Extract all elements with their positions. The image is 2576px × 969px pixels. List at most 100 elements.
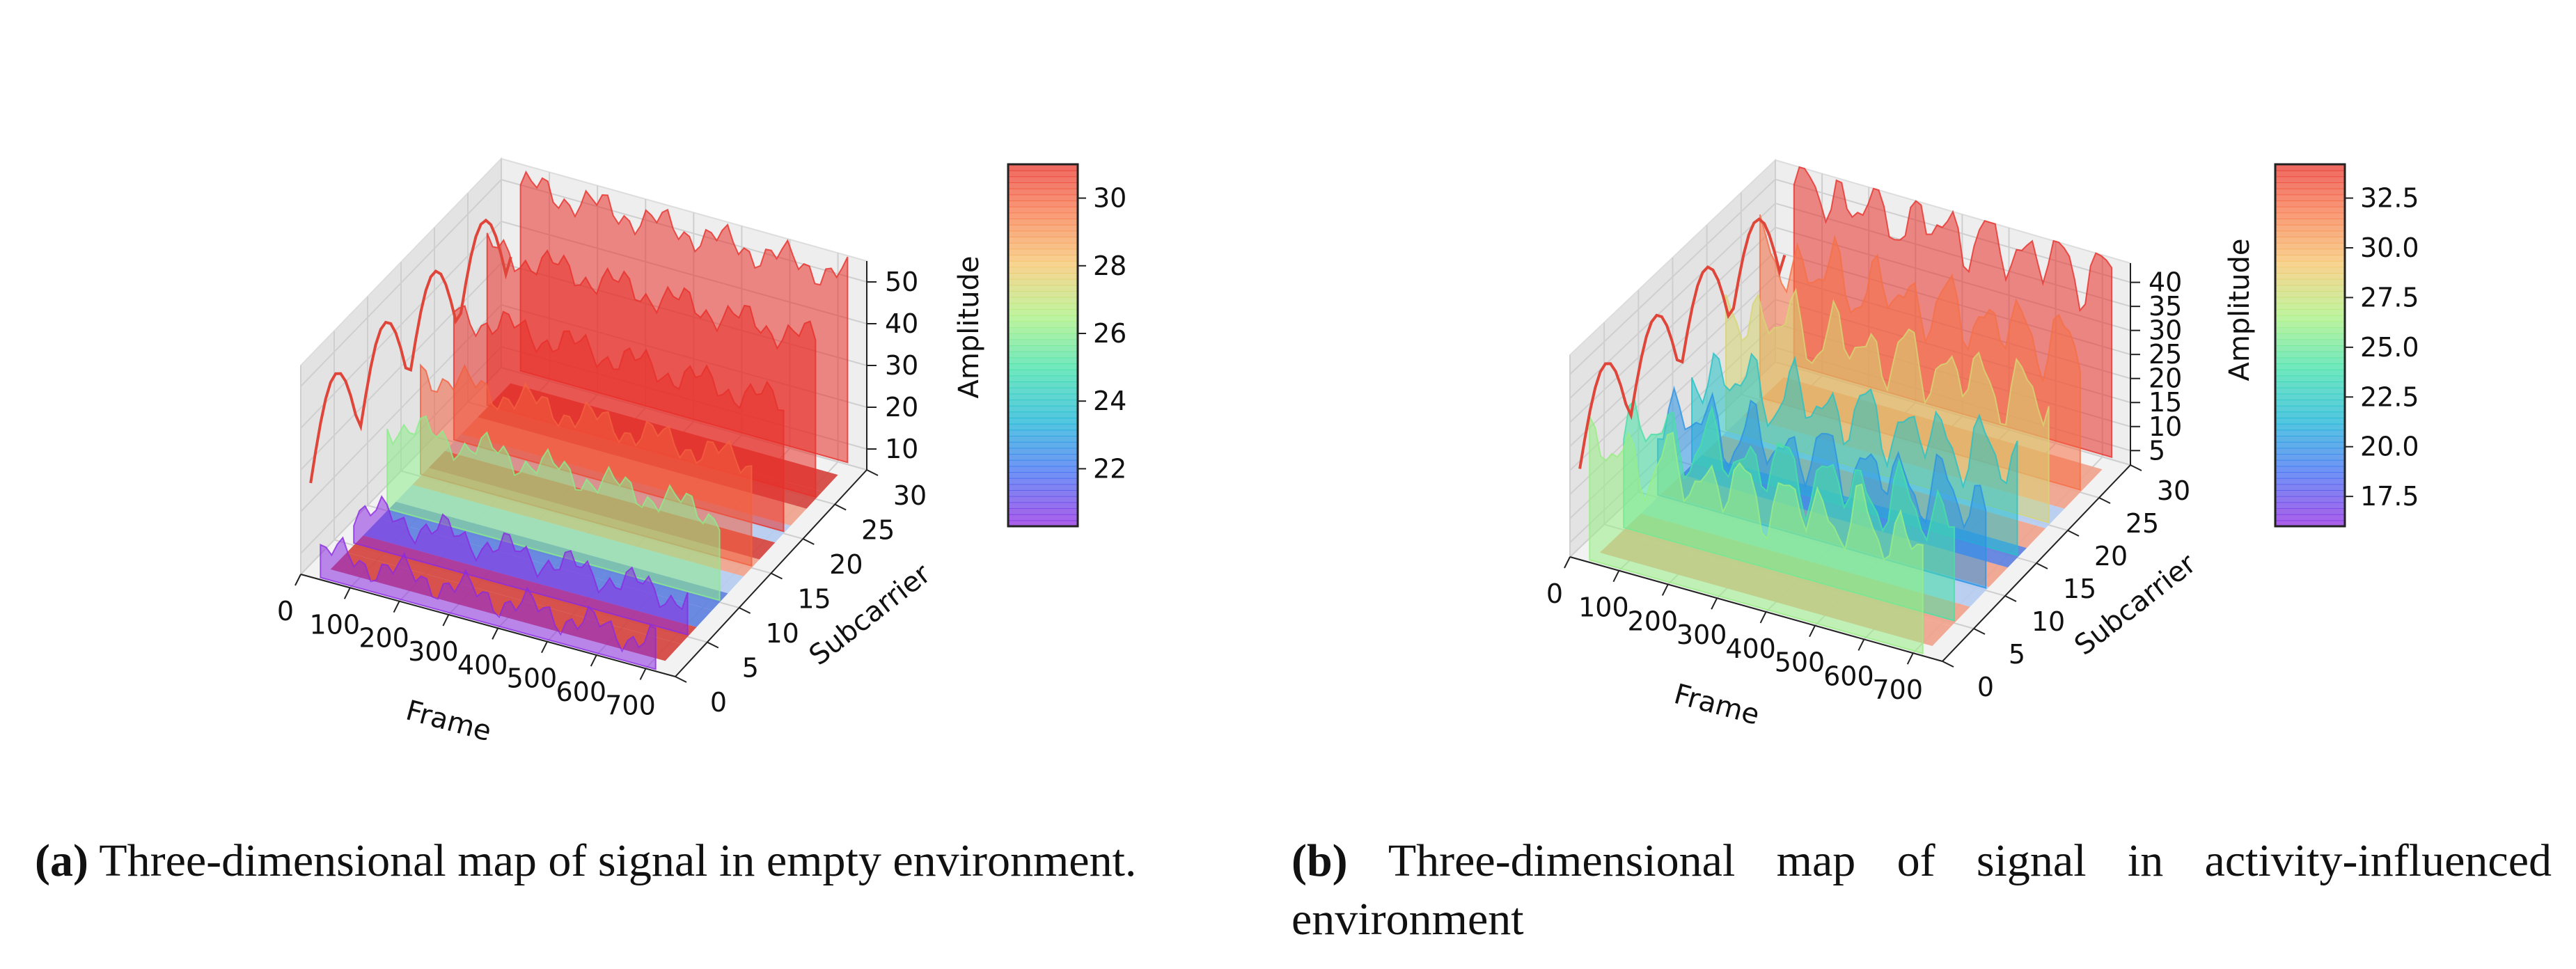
colorbar-segment bbox=[1008, 170, 1078, 178]
y-tick-label: 10 bbox=[2032, 606, 2065, 637]
colorbar-segment bbox=[2275, 387, 2345, 395]
colorbar-segment bbox=[1008, 285, 1078, 292]
x-tick-label: 200 bbox=[359, 623, 409, 654]
y-tick bbox=[739, 607, 751, 614]
colorbar-segment bbox=[2275, 430, 2345, 436]
colorbar-segment bbox=[1008, 393, 1078, 400]
colorbar-segment bbox=[2275, 242, 2345, 250]
x-tick-label: 700 bbox=[605, 690, 656, 720]
y-axis-label: Subcarrier bbox=[2068, 548, 2202, 662]
colorbar-segment bbox=[1008, 176, 1078, 183]
colorbar: 22 24 26 28 30 bbox=[1007, 163, 1126, 528]
y-tick-label: 10 bbox=[765, 618, 799, 649]
colorbar-segment bbox=[1008, 478, 1078, 485]
colorbar-segment bbox=[1008, 297, 1078, 304]
colorbar-segment bbox=[2275, 441, 2345, 449]
z-tick-label: 25 bbox=[2149, 339, 2182, 370]
colorbar-segment bbox=[2275, 400, 2345, 407]
y-tick-label: 15 bbox=[2063, 574, 2096, 604]
colorbar-segment bbox=[1008, 484, 1078, 491]
y-tick bbox=[2067, 530, 2080, 537]
colorbar-segment bbox=[1008, 260, 1078, 268]
colorbar-segment bbox=[2275, 255, 2345, 262]
colorbar-segment bbox=[2275, 411, 2345, 418]
caption-a-label: (a) bbox=[35, 835, 88, 886]
colorbar-segment bbox=[2275, 188, 2345, 196]
y-tick bbox=[2130, 464, 2142, 471]
colorbar-segment bbox=[2275, 423, 2345, 431]
x-tick-label: 100 bbox=[1578, 592, 1629, 623]
colorbar-segment bbox=[1008, 321, 1078, 328]
colorbar-segment bbox=[1008, 200, 1078, 207]
x-tick-label: 100 bbox=[310, 609, 361, 640]
z-tick-label: 20 bbox=[885, 392, 918, 423]
colorbar-segment bbox=[1008, 315, 1078, 322]
surface-slice bbox=[1589, 416, 1924, 655]
colorbar-tick-label: 32.5 bbox=[2360, 183, 2419, 214]
z-tick-label: 50 bbox=[885, 267, 918, 297]
colorbar-segment bbox=[2275, 321, 2345, 328]
grid-line bbox=[300, 178, 867, 387]
colorbar-segment bbox=[1008, 230, 1078, 237]
y-tick-label: 15 bbox=[797, 584, 831, 615]
x-tick-label: 500 bbox=[1775, 647, 1825, 678]
caption-b-text: Three-dimensional map of signal in activ… bbox=[1291, 835, 2552, 945]
x-tick bbox=[1564, 556, 1571, 569]
x-tick-label: 700 bbox=[1872, 675, 1923, 705]
colorbar-tick-label: 27.5 bbox=[2360, 282, 2419, 313]
colorbar-segment bbox=[1008, 496, 1078, 503]
colorbar-segment bbox=[2275, 345, 2345, 352]
colorbar-segment bbox=[1008, 303, 1078, 310]
x-tick bbox=[541, 641, 548, 654]
colorbar-segment bbox=[2275, 454, 2345, 461]
colorbar-segment bbox=[1008, 375, 1078, 382]
y-tick-label: 5 bbox=[2009, 639, 2025, 670]
colorbar-segment bbox=[1008, 514, 1078, 521]
x-tick-label: 400 bbox=[457, 649, 508, 680]
colorbar-segment bbox=[2275, 273, 2345, 280]
x-tick-label: 0 bbox=[1546, 578, 1563, 609]
y-tick-label: 20 bbox=[829, 549, 863, 580]
y-tick bbox=[675, 676, 687, 683]
surface-slice bbox=[320, 536, 657, 670]
colorbar-segment bbox=[1008, 219, 1078, 226]
colorbar-segment bbox=[1008, 490, 1078, 497]
y-tick bbox=[1942, 661, 1954, 668]
colorbar-segment bbox=[1008, 508, 1078, 515]
y-tick-label: 20 bbox=[2094, 541, 2128, 572]
x-tick bbox=[1759, 611, 1767, 624]
y-tick-label: 25 bbox=[2126, 508, 2159, 539]
colorbar-segment bbox=[2275, 381, 2345, 388]
colorbar-segment bbox=[1008, 327, 1078, 334]
colorbar-segment bbox=[2275, 194, 2345, 201]
y-tick bbox=[707, 641, 719, 649]
colorbar-segment bbox=[2275, 436, 2345, 443]
z-tick-label: 5 bbox=[2149, 435, 2165, 466]
colorbar-tick-label: 30.0 bbox=[2360, 233, 2419, 263]
x-tick-label: 300 bbox=[1676, 620, 1727, 650]
colorbar-segment bbox=[1008, 345, 1078, 352]
colorbar-segment bbox=[2275, 170, 2345, 178]
colorbar-segment bbox=[1008, 459, 1078, 467]
colorbar-segment bbox=[1008, 363, 1078, 370]
y-tick bbox=[866, 469, 879, 476]
colorbar-segment bbox=[1008, 188, 1078, 196]
x-tick bbox=[294, 574, 301, 586]
colorbar-segment bbox=[2275, 237, 2345, 244]
colorbar-segment bbox=[1008, 448, 1078, 455]
x-tick bbox=[590, 654, 597, 667]
colorbar-segment bbox=[2275, 297, 2345, 304]
x-tick bbox=[1809, 625, 1816, 638]
colorbar-tick-label: 30 bbox=[1093, 183, 1126, 214]
colorbar-tick-label: 22.5 bbox=[2360, 381, 2419, 412]
colorbar-segment bbox=[2275, 363, 2345, 370]
colorbar-segment bbox=[2275, 182, 2345, 189]
y-tick-label: 0 bbox=[710, 687, 727, 718]
colorbar-segment bbox=[2275, 375, 2345, 382]
x-tick-label: 600 bbox=[1823, 661, 1874, 691]
colorbar-tick-label: 25.0 bbox=[2360, 332, 2419, 363]
colorbar-segment bbox=[2275, 219, 2345, 226]
y-axis-label: Subcarrier bbox=[803, 558, 937, 672]
surface-slice bbox=[386, 415, 721, 601]
